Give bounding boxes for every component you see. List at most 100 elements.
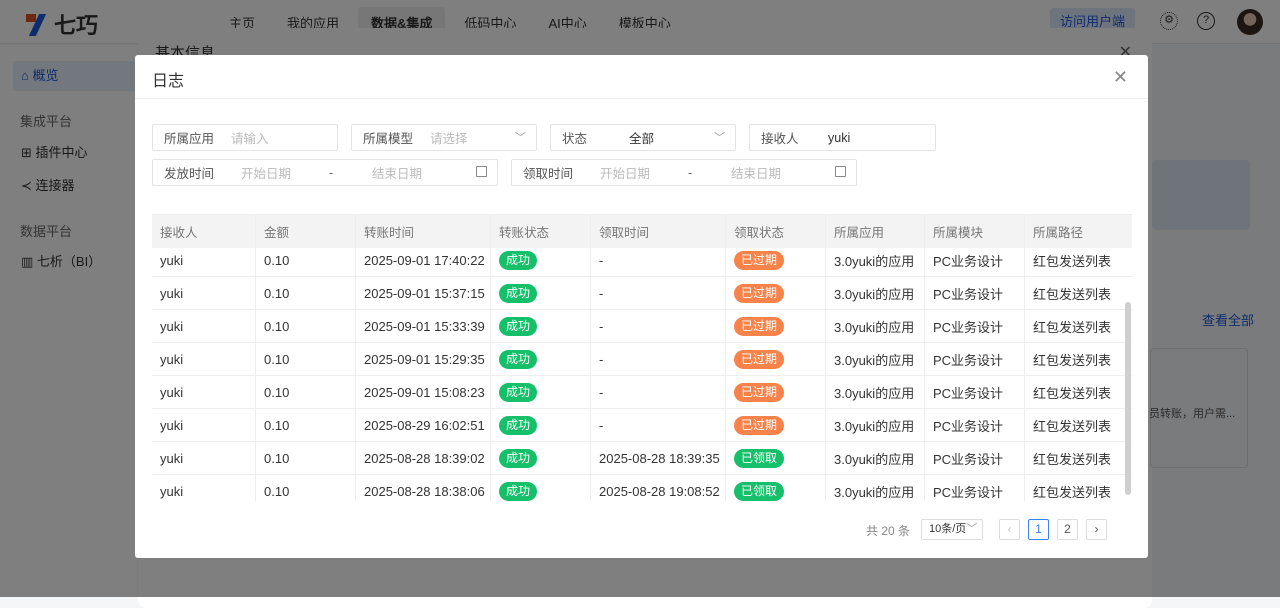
app-filter-input[interactable]: 所属应用 请输入 bbox=[152, 124, 338, 151]
table-cell: 2025-09-01 15:33:39 bbox=[356, 310, 491, 342]
table-cell: 已领取 bbox=[726, 442, 826, 474]
claim-time-range[interactable]: 领取时间 开始日期 - 结束日期 bbox=[511, 159, 857, 186]
placeholder: 请选择 bbox=[430, 132, 468, 146]
status-badge: 成功 bbox=[499, 283, 538, 303]
table-cell: yuki bbox=[152, 409, 256, 441]
table-cell: - bbox=[591, 277, 726, 309]
cell-text: 2025-08-28 18:38:06 bbox=[364, 483, 485, 499]
table-cell: 2025-09-01 15:29:35 bbox=[356, 343, 491, 375]
send-time-range[interactable]: 发放时间 开始日期 - 结束日期 bbox=[152, 159, 498, 186]
table-row: yuki 0.10 2025-09-01 15:08:23 成功 - 已过期 3.0yuki… bbox=[152, 376, 1132, 409]
table-cell: 3.0yuki的应用 bbox=[826, 376, 925, 408]
cell-text: yuki bbox=[160, 483, 184, 499]
status-badge: 成功 bbox=[499, 349, 538, 369]
prev-page-button[interactable]: ‹ bbox=[999, 519, 1020, 540]
end-date[interactable]: 结束日期 bbox=[731, 167, 782, 181]
table-cell: 2025-09-01 15:37:15 bbox=[356, 277, 491, 309]
table-cell: 成功 bbox=[491, 409, 591, 441]
status-select[interactable]: 状态 全部 ﹀ bbox=[550, 124, 736, 151]
column-header[interactable]: 转账时间 bbox=[356, 215, 491, 248]
status-badge: 已过期 bbox=[734, 250, 785, 270]
status-badge: 成功 bbox=[499, 448, 538, 468]
table-cell: - bbox=[591, 376, 726, 408]
receiver-input[interactable]: 接收人 yuki bbox=[749, 124, 936, 151]
table-row: yuki 0.10 2025-09-01 15:33:39 成功 - 已过期 3.0yuki… bbox=[152, 310, 1132, 343]
start-date[interactable]: 开始日期 bbox=[600, 167, 651, 181]
range-separator: - bbox=[688, 165, 693, 180]
status-badge: 已过期 bbox=[734, 349, 785, 369]
page-2-button[interactable]: 2 bbox=[1057, 519, 1078, 540]
cell-text: 2025-09-01 15:37:15 bbox=[364, 285, 485, 301]
column-header[interactable]: 领取时间 bbox=[591, 215, 726, 248]
status-badge: 已过期 bbox=[734, 316, 785, 336]
table-cell: 3.0yuki的应用 bbox=[826, 442, 925, 474]
cell-text: 0.10 bbox=[264, 417, 290, 433]
cell-text: yuki bbox=[160, 351, 184, 367]
selected-value: 全部 bbox=[629, 132, 655, 146]
table-cell: 红包发送列表 bbox=[1025, 376, 1132, 408]
status-badge: 已过期 bbox=[734, 382, 785, 402]
column-header[interactable]: 所属应用 bbox=[826, 215, 925, 248]
table-cell: PC业务设计 bbox=[925, 475, 1025, 501]
cell-text: 红包发送列表 bbox=[1033, 484, 1112, 500]
status-badge: 已领取 bbox=[734, 481, 785, 501]
column-header[interactable]: 领取状态 bbox=[726, 215, 826, 248]
table-cell: 3.0yuki的应用 bbox=[826, 343, 925, 375]
start-date[interactable]: 开始日期 bbox=[241, 167, 292, 181]
table-body[interactable]: yuki 0.10 2025-09-01 17:40:22 成功 - 已过期 3.0yuki… bbox=[152, 248, 1132, 501]
filter-label: 状态 bbox=[562, 132, 588, 146]
cell-text: 2025-08-28 19:08:52 bbox=[599, 483, 720, 499]
filter-label: 接收人 bbox=[761, 132, 799, 146]
table-cell: 0.10 bbox=[256, 343, 356, 375]
table-cell: 红包发送列表 bbox=[1025, 343, 1132, 375]
table-cell: yuki bbox=[152, 248, 256, 276]
table-cell: 成功 bbox=[491, 310, 591, 342]
column-header[interactable]: 金额 bbox=[256, 215, 356, 248]
filter-label: 领取时间 bbox=[523, 167, 574, 181]
page-size-select[interactable]: 10条/页﹀ bbox=[921, 519, 983, 540]
table-cell: 成功 bbox=[491, 475, 591, 501]
table-cell: 3.0yuki的应用 bbox=[826, 475, 925, 501]
table-cell: 成功 bbox=[491, 442, 591, 474]
filter-label: 所属应用 bbox=[164, 132, 215, 146]
column-header[interactable]: 接收人 bbox=[152, 215, 256, 248]
table-cell: yuki bbox=[152, 343, 256, 375]
calendar-icon bbox=[835, 166, 846, 177]
calendar-icon bbox=[476, 166, 487, 177]
table-cell: 2025-09-01 15:08:23 bbox=[356, 376, 491, 408]
table-cell: 红包发送列表 bbox=[1025, 277, 1132, 309]
page-1-button[interactable]: 1 bbox=[1028, 519, 1049, 540]
chevron-down-icon: ﹀ bbox=[515, 132, 526, 144]
table-row: yuki 0.10 2025-08-28 18:38:06 成功 2025-08-28 … bbox=[152, 475, 1132, 501]
table-cell: - bbox=[591, 409, 726, 441]
cell-text: PC业务设计 bbox=[933, 319, 1004, 335]
table-cell: PC业务设计 bbox=[925, 409, 1025, 441]
cell-text: yuki bbox=[160, 318, 184, 334]
cell-text: 2025-09-01 15:29:35 bbox=[364, 351, 485, 367]
table-cell: PC业务设计 bbox=[925, 248, 1025, 276]
cell-text: 0.10 bbox=[264, 252, 290, 268]
table-row: yuki 0.10 2025-09-01 15:37:15 成功 - 已过期 3.0yuki… bbox=[152, 277, 1132, 310]
cell-text: 红包发送列表 bbox=[1033, 451, 1112, 467]
table-cell: 0.10 bbox=[256, 277, 356, 309]
table-cell: yuki bbox=[152, 310, 256, 342]
column-header[interactable]: 所属模块 bbox=[925, 215, 1025, 248]
next-page-button[interactable]: › bbox=[1086, 519, 1107, 540]
table-cell: 已过期 bbox=[726, 277, 826, 309]
cell-text: 0.10 bbox=[264, 318, 290, 334]
table-cell: PC业务设计 bbox=[925, 376, 1025, 408]
column-header[interactable]: 转账状态 bbox=[491, 215, 591, 248]
end-date[interactable]: 结束日期 bbox=[372, 167, 423, 181]
table-scrollbar[interactable] bbox=[1125, 302, 1131, 495]
table-cell: yuki bbox=[152, 442, 256, 474]
chevron-down-icon: ﹀ bbox=[714, 132, 725, 144]
cell-text: 红包发送列表 bbox=[1033, 319, 1112, 335]
model-select[interactable]: 所属模型 请选择 ﹀ bbox=[351, 124, 537, 151]
cell-text: 3.0yuki的应用 bbox=[834, 418, 915, 434]
close-icon[interactable]: ✕ bbox=[1112, 67, 1128, 87]
cell-text: - bbox=[599, 384, 604, 400]
table-cell: 3.0yuki的应用 bbox=[826, 409, 925, 441]
table-cell: PC业务设计 bbox=[925, 343, 1025, 375]
status-badge: 已领取 bbox=[734, 448, 785, 468]
column-header[interactable]: 所属路径 bbox=[1025, 215, 1132, 248]
